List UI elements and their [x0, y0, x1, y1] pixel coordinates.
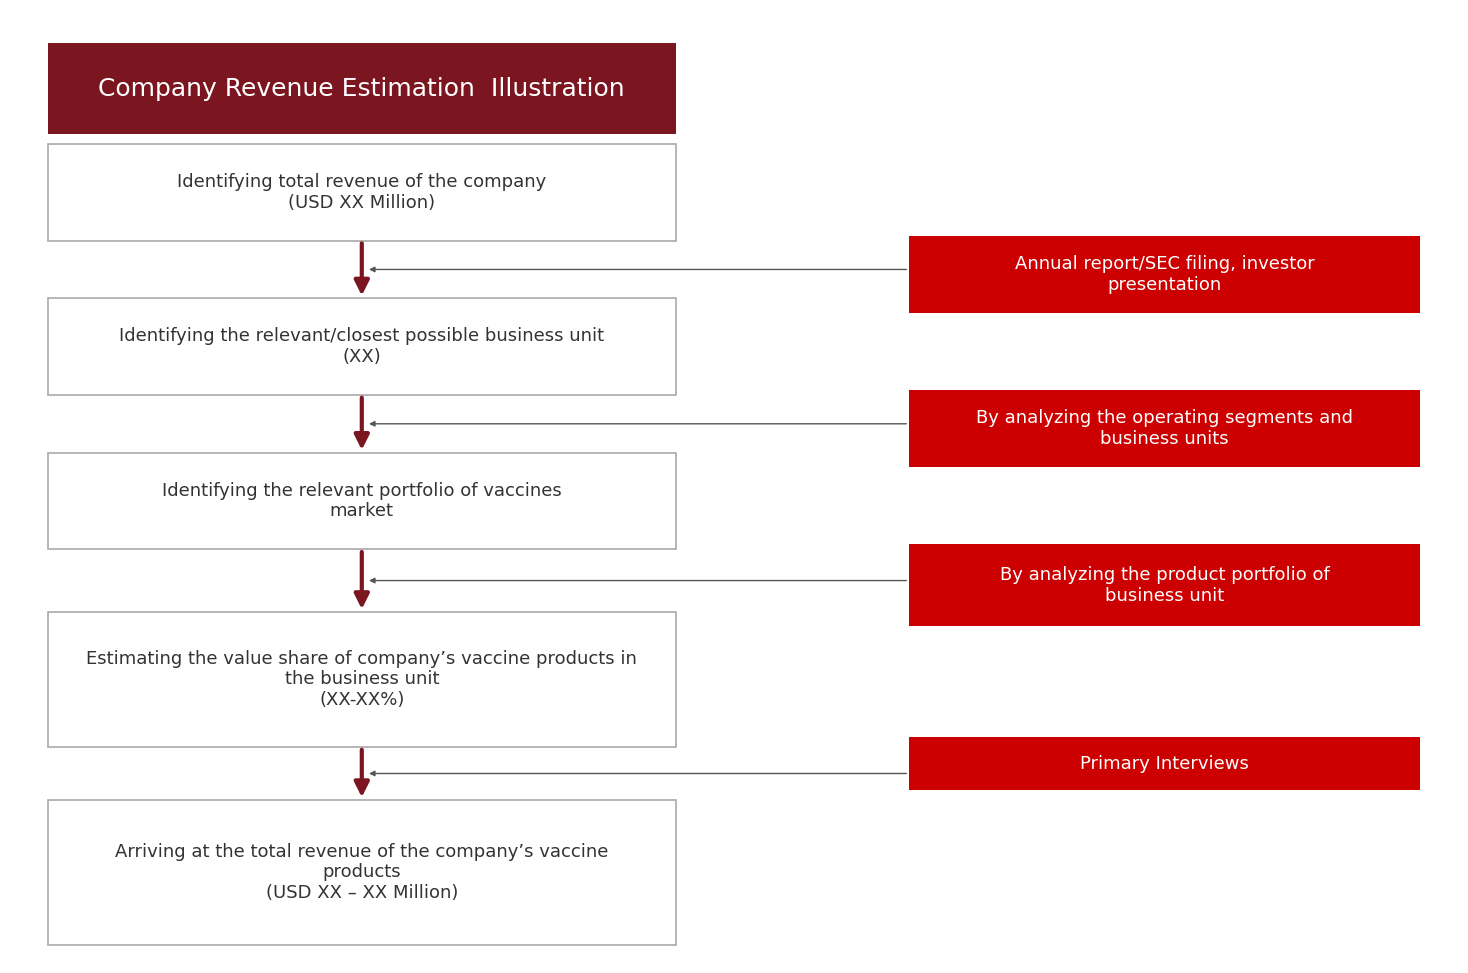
Text: Estimating the value share of company’s vaccine products in
the business unit
(X: Estimating the value share of company’s … [87, 650, 637, 709]
FancyBboxPatch shape [909, 390, 1420, 467]
FancyBboxPatch shape [48, 452, 675, 549]
Text: Primary Interviews: Primary Interviews [1080, 755, 1249, 773]
Text: Identifying the relevant portfolio of vaccines
market: Identifying the relevant portfolio of va… [161, 482, 562, 521]
FancyBboxPatch shape [909, 738, 1420, 790]
Text: By analyzing the operating segments and
business units: By analyzing the operating segments and … [976, 410, 1353, 448]
FancyBboxPatch shape [909, 544, 1420, 627]
FancyBboxPatch shape [48, 43, 675, 134]
FancyBboxPatch shape [48, 144, 675, 240]
Text: Annual report/SEC filing, investor
presentation: Annual report/SEC filing, investor prese… [1014, 255, 1314, 294]
FancyBboxPatch shape [909, 235, 1420, 313]
Text: Identifying the relevant/closest possible business unit
(XX): Identifying the relevant/closest possibl… [119, 327, 605, 366]
Text: Arriving at the total revenue of the company’s vaccine
products
(USD XX – XX Mil: Arriving at the total revenue of the com… [115, 843, 608, 902]
FancyBboxPatch shape [48, 800, 675, 945]
Text: Company Revenue Estimation  Illustration: Company Revenue Estimation Illustration [98, 77, 625, 100]
Text: By analyzing the product portfolio of
business unit: By analyzing the product portfolio of bu… [1000, 566, 1330, 605]
Text: Identifying total revenue of the company
(USD XX Million): Identifying total revenue of the company… [178, 173, 546, 212]
FancyBboxPatch shape [48, 299, 675, 395]
FancyBboxPatch shape [48, 612, 675, 747]
